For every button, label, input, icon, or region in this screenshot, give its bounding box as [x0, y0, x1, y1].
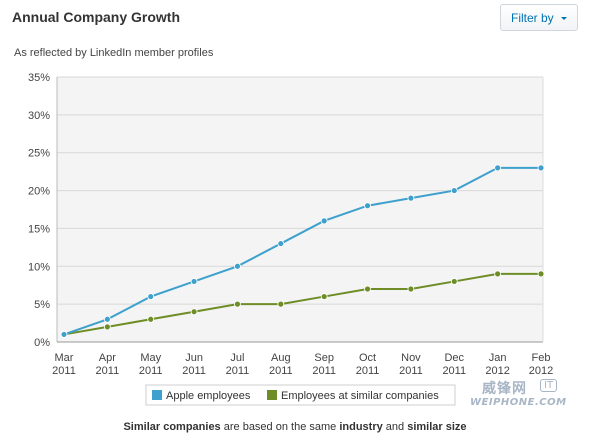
- y-tick-label: 30%: [28, 110, 50, 122]
- y-tick-label: 15%: [28, 223, 50, 235]
- data-point: [494, 270, 502, 278]
- x-tick-label-month: Nov: [401, 352, 421, 364]
- data-point: [320, 293, 328, 300]
- footnote-industry: industry: [339, 421, 383, 433]
- data-point: [537, 164, 545, 172]
- data-point: [450, 187, 458, 194]
- data-point: [407, 285, 415, 293]
- legend-swatch-similar: [267, 390, 277, 400]
- series-line-apple: [63, 166, 541, 336]
- x-tick-label-year: 2012: [529, 365, 553, 377]
- data-point: [60, 331, 68, 338]
- chart-subtitle: As reflected by LinkedIn member profiles: [14, 47, 214, 59]
- y-tick-label: 0%: [34, 337, 50, 349]
- x-tick-label-month: Jul: [230, 352, 244, 364]
- y-tick-label: 10%: [28, 261, 50, 273]
- data-point: [364, 202, 371, 210]
- data-point: [407, 194, 415, 202]
- x-tick-label-month: Sep: [314, 352, 334, 364]
- filter-by-button[interactable]: Filter by: [500, 4, 578, 31]
- data-point: [450, 278, 458, 285]
- x-tick-label-year: 2011: [356, 365, 380, 377]
- x-tick-label-year: 2011: [182, 365, 206, 377]
- legend-label-apple: Apple employees: [166, 390, 251, 402]
- legend-label-similar: Employees at similar companies: [281, 390, 439, 402]
- x-tick-label-month: Apr: [99, 352, 116, 364]
- filter-by-label: Filter by: [511, 10, 554, 25]
- x-tick-label-month: Jun: [185, 352, 203, 364]
- data-point: [320, 217, 328, 225]
- x-tick-label-year: 2011: [96, 365, 120, 377]
- x-tick-label-month: Dec: [444, 352, 464, 364]
- plot-area: [57, 77, 543, 342]
- x-tick-label-year: 2012: [485, 365, 509, 377]
- footnote-text-1: are based on the same: [220, 421, 340, 433]
- x-tick-label-month: Mar: [55, 352, 74, 364]
- data-point: [277, 300, 285, 308]
- y-tick-label: 5%: [34, 299, 50, 311]
- x-tick-label-month: May: [140, 352, 161, 364]
- x-tick-label-year: 2011: [52, 365, 76, 377]
- x-tick-label-year: 2011: [312, 365, 336, 377]
- x-tick-label-year: 2011: [269, 365, 293, 377]
- y-tick-label: 35%: [28, 72, 50, 84]
- page-title: Annual Company Growth: [12, 9, 180, 25]
- footnote-similar-size: similar size: [407, 421, 467, 433]
- x-tick-label-month: Aug: [271, 352, 291, 364]
- x-tick-label-year: 2011: [442, 365, 466, 377]
- data-point: [537, 270, 545, 278]
- footnote-similar-companies: Similar companies: [123, 421, 221, 433]
- x-tick-label-month: Jan: [489, 352, 507, 364]
- caret-down-icon: [561, 17, 567, 20]
- data-point: [190, 278, 198, 285]
- x-tick-label-month: Feb: [532, 352, 551, 364]
- data-point: [103, 323, 111, 331]
- data-point: [147, 315, 155, 323]
- data-point: [234, 300, 241, 308]
- x-tick-label-year: 2011: [399, 365, 423, 377]
- footnote-text-2: and: [382, 421, 408, 433]
- chart-footnote: Similar companies are based on the same …: [0, 421, 590, 433]
- data-point: [364, 285, 371, 293]
- legend-swatch-apple: [152, 390, 162, 400]
- x-tick-label-month: Oct: [359, 352, 376, 364]
- x-tick-label-year: 2011: [226, 365, 250, 377]
- data-point: [103, 315, 111, 323]
- legend-box: [145, 384, 456, 406]
- x-tick-label-year: 2011: [139, 365, 163, 377]
- data-point: [277, 240, 285, 247]
- data-point: [494, 164, 502, 172]
- data-point: [190, 308, 198, 316]
- data-point: [147, 293, 155, 300]
- growth-line-chart: 0%5%10%15%20%25%30%35%Mar2011Apr2011May2…: [28, 72, 553, 406]
- data-point: [234, 262, 241, 270]
- y-tick-label: 25%: [28, 148, 50, 160]
- series-line-similar: [63, 272, 541, 336]
- y-tick-label: 20%: [28, 186, 50, 198]
